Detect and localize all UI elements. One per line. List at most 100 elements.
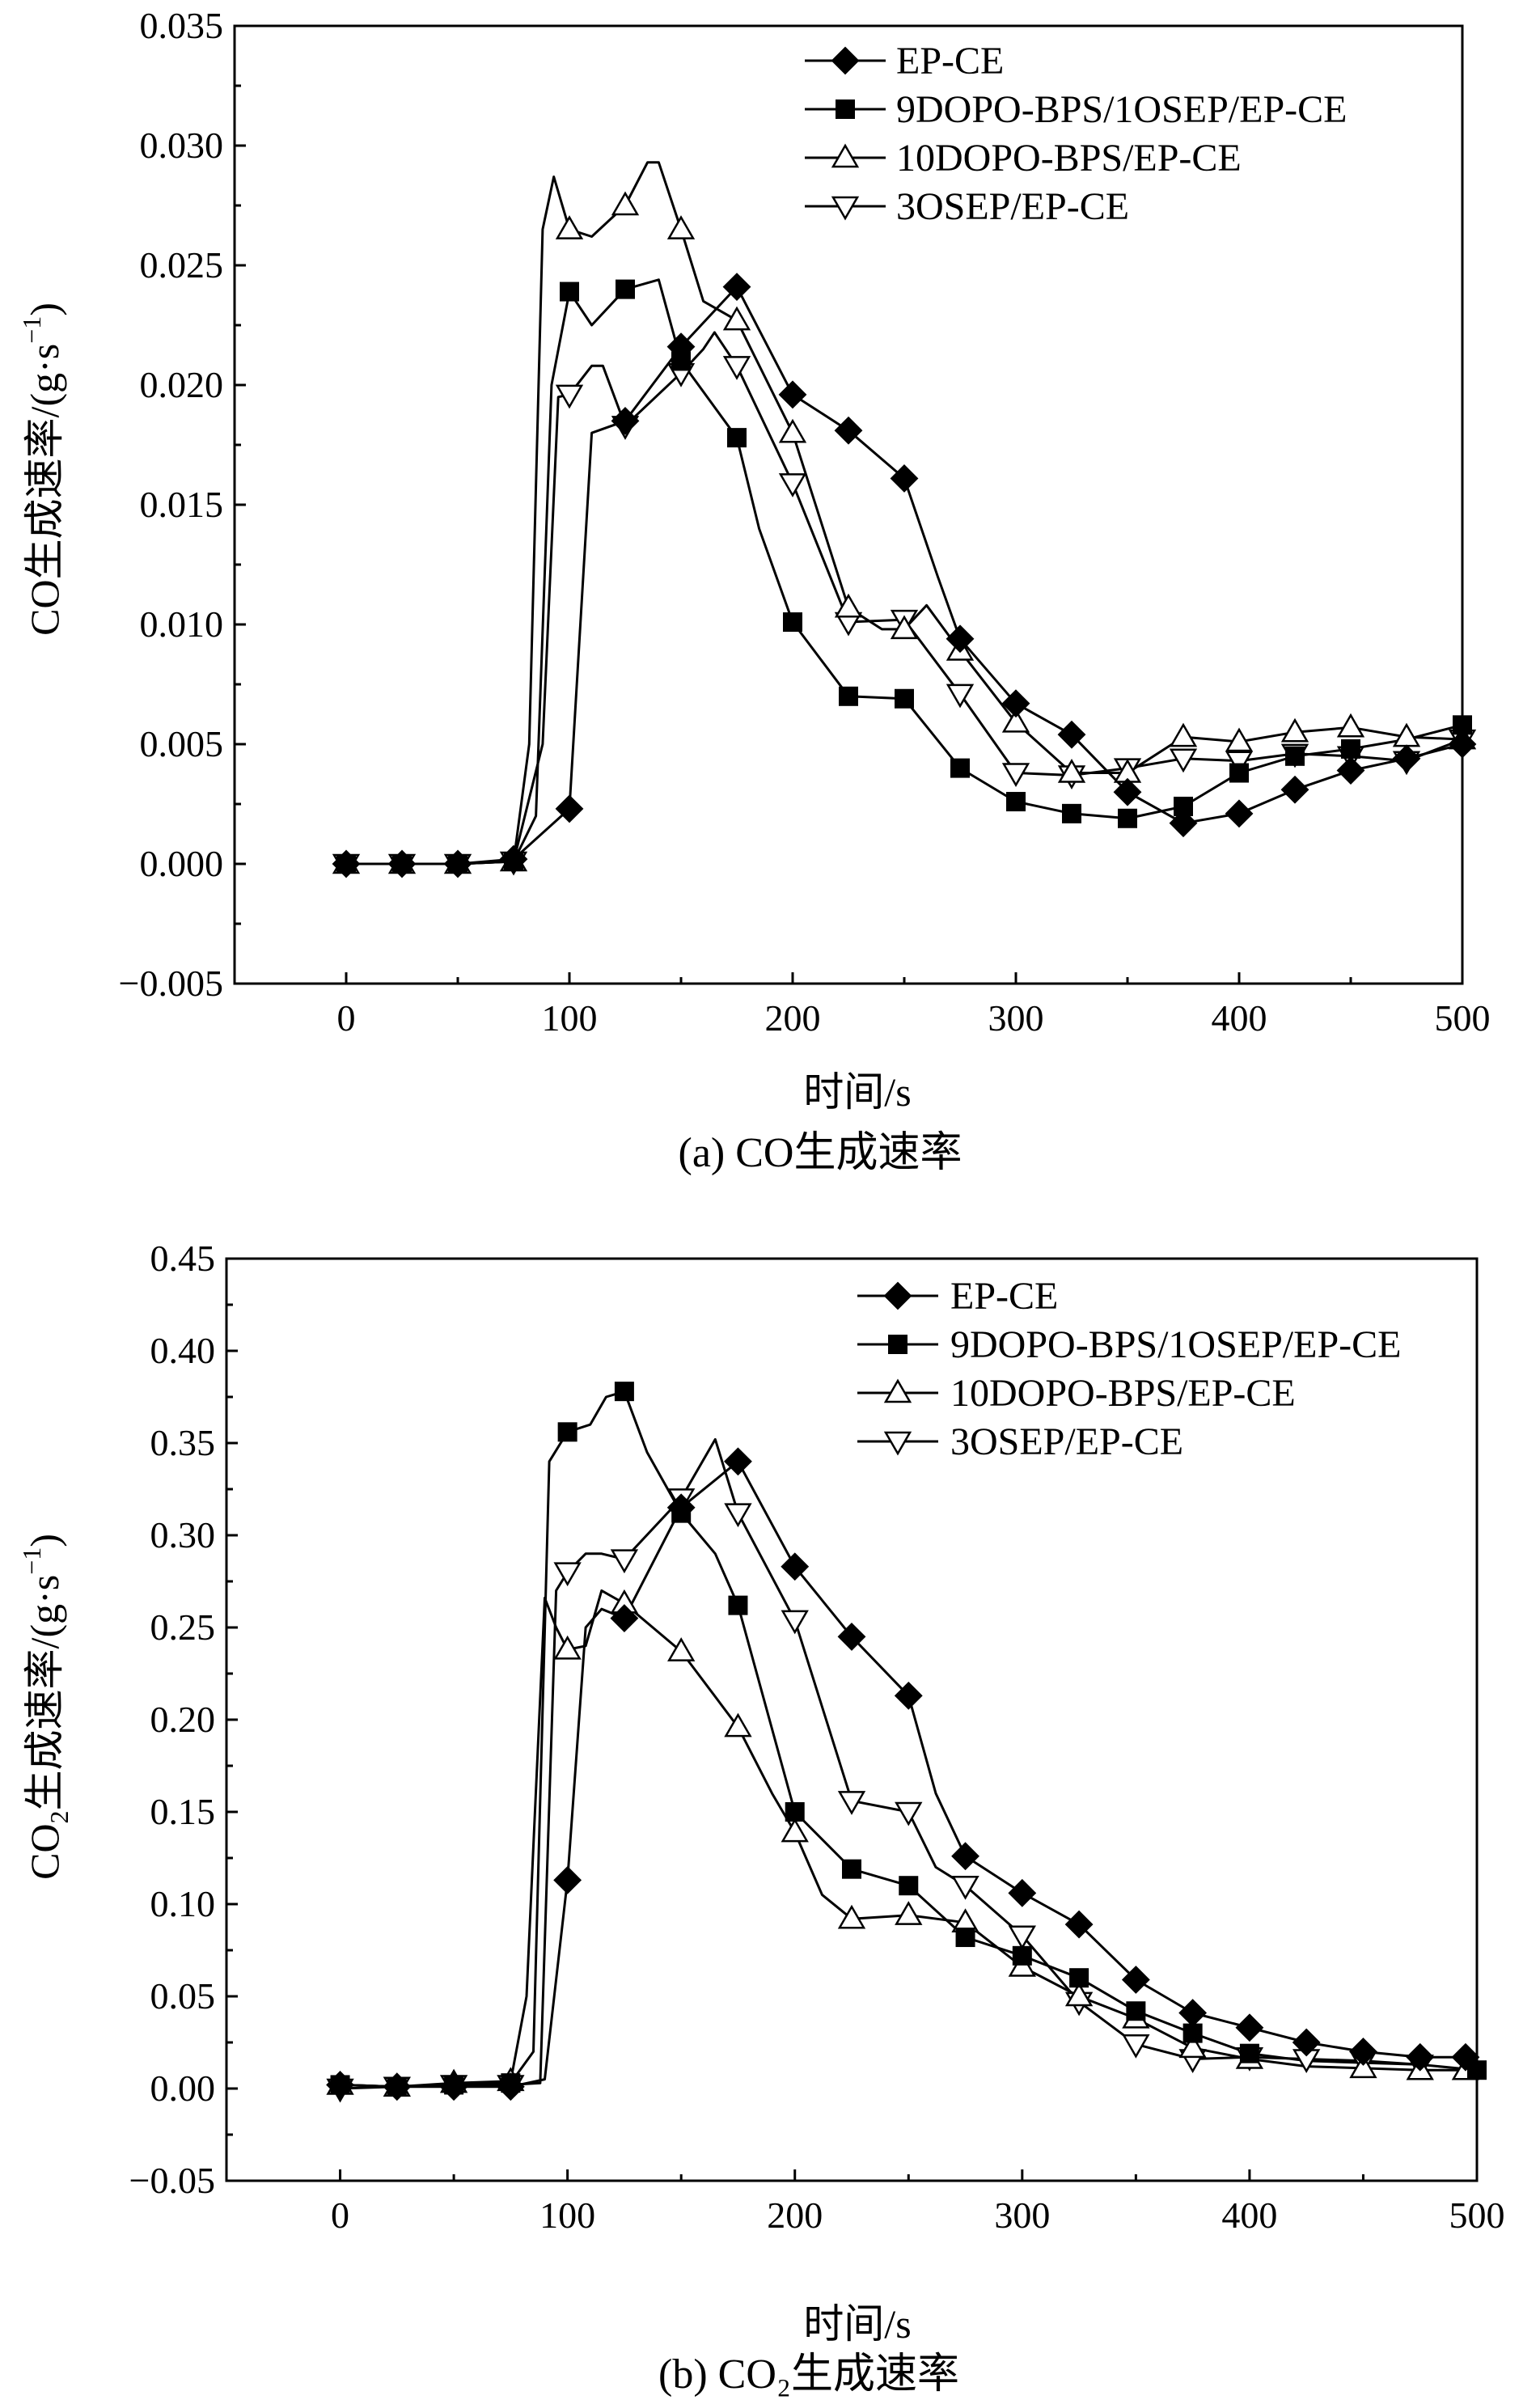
co2-y-axis-label: CO2生成速率/(g·s−1) xyxy=(17,1534,74,1880)
co-legend: EP-CE 9DOPO-BPS/1OSEP/EP-CE 10DOPO-BPS/EP-… xyxy=(805,40,1347,228)
co-point-10dopo-bps-ep-ce xyxy=(1057,759,1086,783)
co2-point-9dopo-bps-1osep-ep-ce xyxy=(955,1928,975,1948)
co-legend-marker xyxy=(831,143,860,168)
co2-point-ep-ce xyxy=(894,1681,923,1710)
co2-point-9dopo-bps-1osep-ep-ce xyxy=(899,1876,919,1896)
co2-markers-3osep-ep-ce xyxy=(326,1488,1434,2103)
co-point-ep-ce xyxy=(1001,689,1030,718)
co2-series-3osep-ep-ce xyxy=(340,1437,1420,2090)
co-line-10dopo-bps-ep-ce xyxy=(346,161,1463,866)
co2-legend-marker xyxy=(883,1281,912,1310)
co2-x-tick-label: 100 xyxy=(539,2194,595,2236)
co2-point-10dopo-bps-ep-ce xyxy=(1178,2034,1207,2059)
co2-x-tick-label: 400 xyxy=(1221,2194,1277,2236)
co-point-3osep-ep-ce xyxy=(722,356,751,380)
co-point-9dopo-bps-1osep-ep-ce xyxy=(727,428,747,448)
co2-chart-caption: (b) CO₂生成速率 xyxy=(658,2351,959,2398)
co2-legend-item-9dopo-bps-1osep-ep-ce: 9DOPO-BPS/1OSEP/EP-CE xyxy=(857,1323,1401,1366)
co2-point-ep-ce xyxy=(1064,1910,1094,1939)
co-legend-label: 10DOPO-BPS/EP-CE xyxy=(896,137,1242,180)
co-legend-label: EP-CE xyxy=(896,40,1004,83)
co-legend-marker xyxy=(831,196,860,221)
co2-y-tick-label: 0.40 xyxy=(150,1330,216,1371)
co-x-axis-label: 时间/s xyxy=(803,1069,911,1115)
co-x-tick-label: 500 xyxy=(1435,997,1491,1039)
co2-point-9dopo-bps-1osep-ep-ce xyxy=(785,1802,805,1822)
co-legend-item-3osep-ep-ce: 3OSEP/EP-CE xyxy=(805,185,1129,228)
co2-y-tick-label: 0.10 xyxy=(150,1883,216,1924)
co-legend-item-10dopo-bps-ep-ce: 10DOPO-BPS/EP-CE xyxy=(805,137,1242,180)
co2-markers-ep-ce xyxy=(326,1447,1480,2101)
co2-point-ep-ce xyxy=(1349,2037,1377,2066)
co2-legend-item-10dopo-bps-ep-ce: 10DOPO-BPS/EP-CE xyxy=(857,1372,1296,1415)
co-y-tick-label: −0.005 xyxy=(119,963,223,1004)
co2-point-3osep-ep-ce xyxy=(1122,2034,1150,2059)
co2-legend-item-3osep-ep-ce: 3OSEP/EP-CE xyxy=(857,1420,1183,1463)
co-y-axis-label: CO生成速率/(g·s−1) xyxy=(17,303,67,636)
co2-point-ep-ce xyxy=(951,1842,979,1871)
co2-x-tick-label: 0 xyxy=(331,2194,349,2236)
co-series-layer xyxy=(332,161,1477,878)
co2-point-ep-ce xyxy=(1406,2042,1435,2072)
co2-legend-marker xyxy=(883,1378,912,1403)
co2-x-tick-label: 200 xyxy=(767,2194,823,2236)
co2-legend-label: 3OSEP/EP-CE xyxy=(950,1420,1183,1463)
co2-point-9dopo-bps-1osep-ep-ce xyxy=(1069,1968,1089,1988)
co2-y-tick-label: 0.30 xyxy=(150,1514,216,1555)
co2-point-3osep-ep-ce xyxy=(837,1791,866,1815)
co-point-9dopo-bps-1osep-ep-ce xyxy=(895,688,914,709)
co-point-9dopo-bps-1osep-ep-ce xyxy=(1062,803,1081,823)
co2-point-3osep-ep-ce xyxy=(781,1610,809,1635)
chart-panel-co: 0 100 200 300 400 500 −0.005 0.000 0.005 0.010 0.… xyxy=(17,5,1491,1176)
co-point-10dopo-bps-ep-ce xyxy=(666,215,696,239)
co2-legend-item-ep-ce: EP-CE xyxy=(857,1275,1058,1318)
co-point-ep-ce xyxy=(1336,756,1365,785)
co2-point-ep-ce xyxy=(1121,1966,1150,1994)
co2-point-10dopo-bps-ep-ce xyxy=(667,1637,696,1661)
co-y-tick-label: 0.025 xyxy=(140,244,224,286)
co2-legend-label: 9DOPO-BPS/1OSEP/EP-CE xyxy=(950,1323,1401,1366)
co2-y-tick-label: 0.05 xyxy=(150,1975,216,2017)
co-legend-label: 3OSEP/EP-CE xyxy=(896,185,1129,228)
co-point-3osep-ep-ce xyxy=(1169,748,1198,773)
co2-point-3osep-ep-ce xyxy=(1008,1925,1036,1950)
co2-point-ep-ce xyxy=(610,1604,639,1633)
co-point-10dopo-bps-ep-ce xyxy=(890,615,919,640)
co-point-9dopo-bps-1osep-ep-ce xyxy=(1285,746,1305,766)
co2-y-axis: −0.05 0.00 0.05 0.10 0.15 0.20 0.25 0.30 0.35 0.4… xyxy=(129,1238,238,2201)
co-point-9dopo-bps-1osep-ep-ce xyxy=(783,612,802,633)
co2-point-ep-ce xyxy=(1292,2028,1321,2057)
co-point-10dopo-bps-ep-ce xyxy=(1001,708,1030,733)
co2-point-3osep-ep-ce xyxy=(553,1562,582,1587)
co-legend-item-9dopo-bps-1osep-ep-ce: 9DOPO-BPS/1OSEP/EP-CE xyxy=(805,88,1347,131)
co-point-3osep-ep-ce xyxy=(946,684,975,709)
co2-y-tick-label: 0.20 xyxy=(150,1699,216,1740)
co-point-ep-ce xyxy=(443,849,472,878)
co2-x-tick-label: 500 xyxy=(1449,2194,1505,2236)
co-point-9dopo-bps-1osep-ep-ce xyxy=(1229,763,1249,783)
co-series-10dopo-bps-ep-ce xyxy=(346,161,1463,866)
co-point-3osep-ep-ce xyxy=(778,473,807,497)
co2-x-axis: 0 100 200 300 400 500 xyxy=(331,2169,1505,2236)
co-point-ep-ce xyxy=(1113,777,1142,806)
co2-legend-label: 10DOPO-BPS/EP-CE xyxy=(950,1372,1296,1415)
co2-point-ep-ce xyxy=(1451,2042,1480,2072)
co2-point-ep-ce xyxy=(383,2072,412,2101)
co-point-ep-ce xyxy=(1169,809,1198,838)
co-point-ep-ce xyxy=(946,624,975,654)
co-point-ep-ce xyxy=(722,273,751,302)
co-legend-item-ep-ce: EP-CE xyxy=(805,40,1004,83)
co-y-axis: −0.005 0.000 0.005 0.010 0.015 0.020 0.025 0.03… xyxy=(119,5,246,1004)
co2-point-ep-ce xyxy=(724,1447,752,1476)
co-x-tick-label: 0 xyxy=(337,997,356,1039)
co-point-9dopo-bps-1osep-ep-ce xyxy=(1341,739,1360,759)
co-point-ep-ce xyxy=(611,406,640,435)
co2-markers-9dopo-bps-1osep-ep-ce xyxy=(330,1382,1487,2097)
co-point-ep-ce xyxy=(834,416,863,445)
co2-y-tick-label: 0.25 xyxy=(150,1606,216,1648)
co-markers-10dopo-bps-ep-ce xyxy=(332,191,1477,874)
co2-point-ep-ce xyxy=(553,1865,582,1894)
co-point-9dopo-bps-1osep-ep-ce xyxy=(839,686,858,706)
co2-x-axis-label: 时间/s xyxy=(803,2301,911,2347)
co-markers-ep-ce xyxy=(332,273,1477,878)
